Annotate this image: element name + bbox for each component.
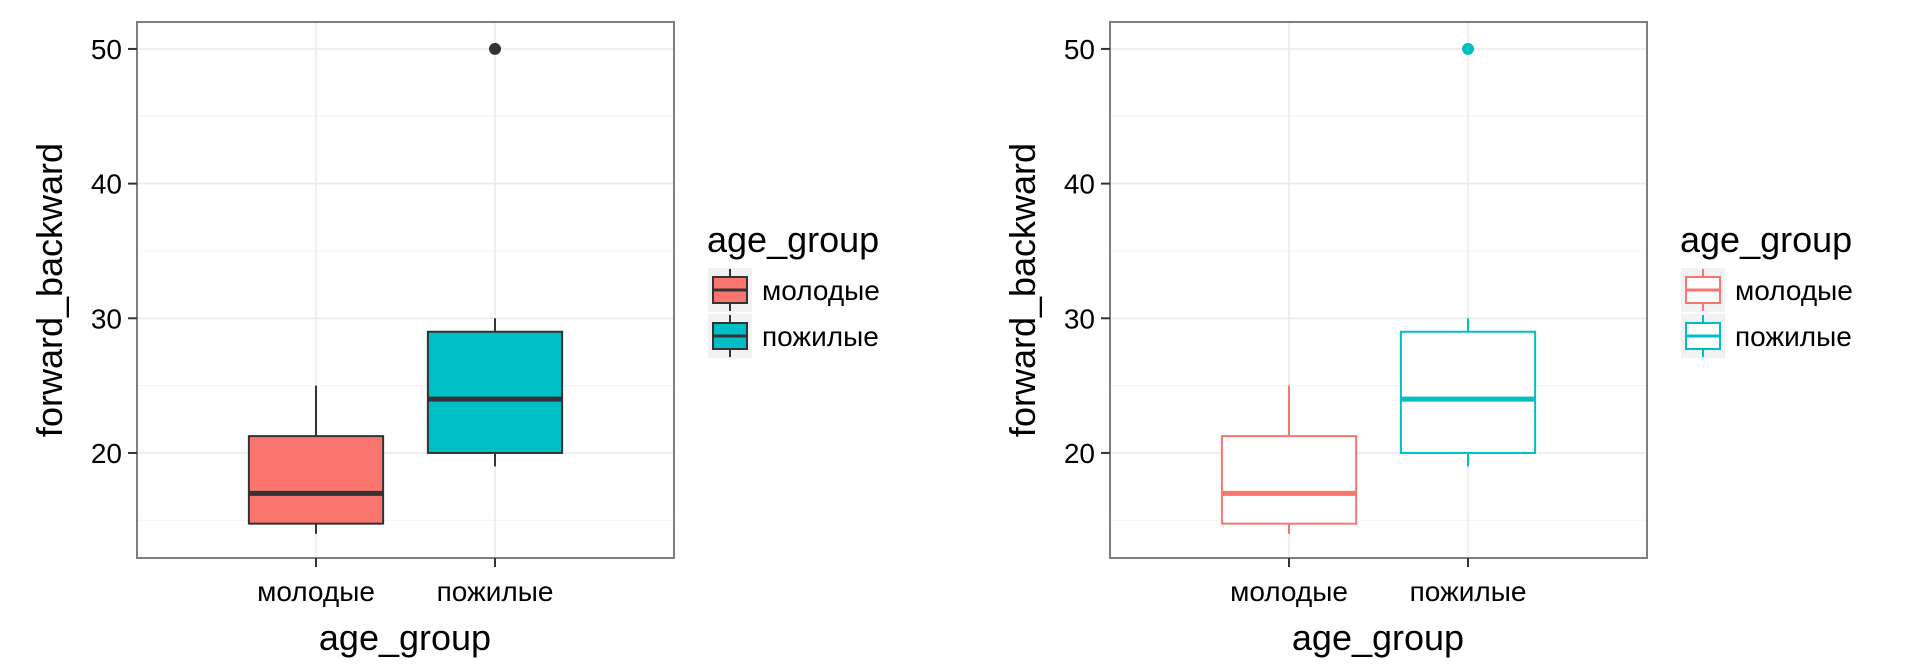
panel-border [136,21,675,559]
grid [137,22,674,558]
y-tick-label: 40 [1064,169,1095,200]
legend-title: age_group [707,219,879,260]
x-tick-label: молодые [1230,576,1348,607]
y-tick-label: 20 [91,438,122,469]
legend: age_group молодые пожилые [706,219,880,360]
box-layer [1220,42,1537,534]
axes: 20 30 40 50 молодые пожилые [1064,34,1527,607]
x-tick-label: пожилые [1410,576,1527,607]
y-tick-label: 40 [91,169,122,200]
y-tick-label: 50 [1064,34,1095,65]
x-tick-label: пожилые [437,576,554,607]
y-tick-label: 30 [1064,303,1095,334]
legend-title: age_group [1680,219,1852,260]
legend-key [706,312,754,360]
grid [1110,22,1647,558]
legend-key [1679,312,1727,360]
legend-label: молодые [1735,275,1853,306]
y-tick-label: 50 [91,34,122,65]
y-axis-title: forward_backward [29,143,70,437]
y-axis-title: forward_backward [1002,143,1043,437]
box-body [247,435,385,525]
legend-key [1679,266,1727,314]
box-young [247,385,385,534]
chart-fill: 20 30 40 50 молодые пожилые age_group forward… [29,21,880,658]
panel-background [1110,22,1647,558]
x-axis-title: age_group [319,617,491,658]
legend-label: молодые [762,275,880,306]
y-tick-label: 20 [1064,438,1095,469]
box-body [1399,330,1537,454]
outlier-point [489,42,501,55]
box-body [426,330,564,454]
legend: age_group молодые пожилые [1679,219,1853,360]
y-tick-label: 30 [91,303,122,334]
box-layer [247,42,564,534]
axes: 20 30 40 50 молодые пожилые [91,34,554,607]
panel-background [137,22,674,558]
chart-outline: 20 30 40 50 молодые пожилые age_group forward… [1002,21,1853,658]
legend-key [706,266,754,314]
x-axis-title: age_group [1292,617,1464,658]
box-elderly [426,42,564,467]
x-tick-label: молодые [257,576,375,607]
panel-border [1109,21,1648,559]
legend-label: пожилые [762,321,879,352]
legend-label: пожилые [1735,321,1852,352]
box-elderly [1399,42,1537,467]
box-body [1220,435,1358,525]
outlier-point [1462,42,1474,55]
box-young [1220,385,1358,534]
